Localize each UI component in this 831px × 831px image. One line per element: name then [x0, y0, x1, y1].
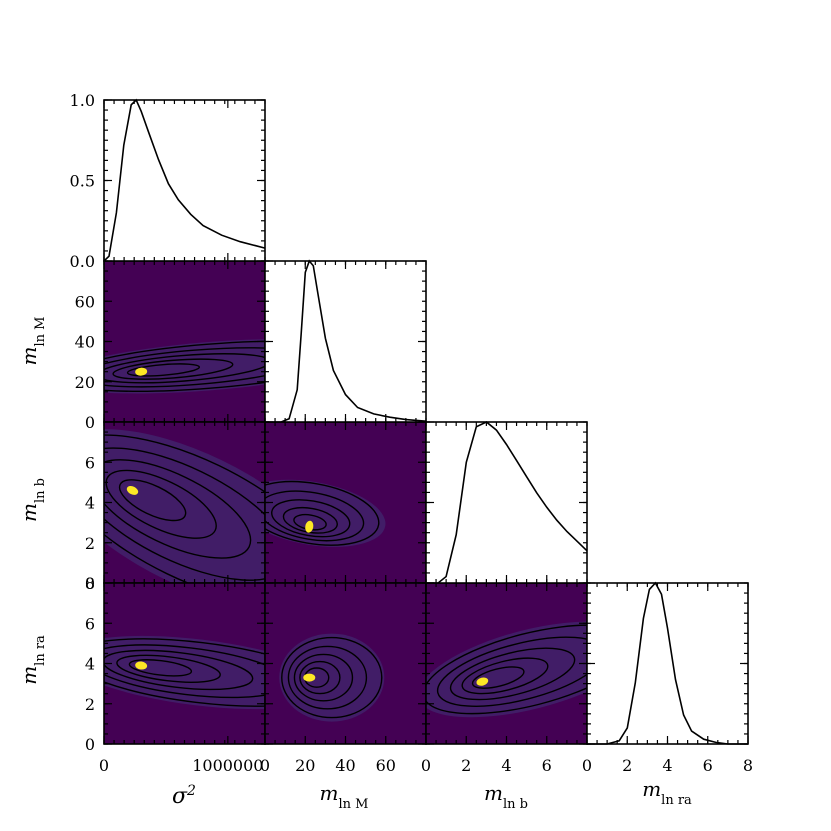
- joint-panel-sigma2-mlnra: [103, 582, 266, 745]
- marginal-curve-mlnb: [426, 421, 588, 584]
- density-background: [426, 583, 587, 744]
- y-tick-label: 20: [75, 373, 95, 392]
- panel-background: [265, 261, 426, 422]
- marginal-curve-mlnM: [265, 259, 427, 423]
- x-tick-label: 20: [295, 756, 315, 775]
- contour-level-1: [281, 636, 383, 719]
- density-background: [104, 261, 265, 422]
- joint-panel-mlnM-mlnra: [264, 582, 427, 745]
- marginal-panel-mlnM: [264, 259, 427, 423]
- marginal-panel-mlnra: [586, 581, 749, 745]
- density-haze: [279, 633, 385, 722]
- panel-background: [104, 100, 265, 261]
- contour-level-2: [104, 347, 265, 388]
- contour-level-3: [104, 649, 254, 691]
- contour-level-1: [104, 434, 265, 583]
- xlabel-mlnM: mln M: [320, 781, 369, 812]
- x-tick-label: 2: [622, 756, 632, 775]
- xlabel-sigma2: σ2: [172, 783, 196, 809]
- x-tick-label: 0: [99, 756, 109, 775]
- marginal-panel-mlnb: [425, 421, 588, 584]
- x-tick-label: 4: [501, 756, 511, 775]
- panel-background: [587, 583, 748, 744]
- y-tick-label: 6: [85, 453, 95, 472]
- x-tick-label: 40: [335, 756, 355, 775]
- y-tick-label: 0: [85, 574, 95, 593]
- y-tick-label: 60: [75, 292, 95, 311]
- y-tick-label: 0.5: [70, 172, 95, 191]
- y-tick-label: 0.0: [70, 252, 95, 271]
- contour-level-2: [104, 447, 265, 581]
- contour-level-1: [104, 340, 265, 392]
- contour-level-2: [287, 645, 368, 710]
- y-tick-label: 4: [85, 655, 95, 674]
- x-tick-label: 0: [421, 756, 431, 775]
- ylabel-mlnM: mln M: [17, 317, 48, 366]
- density-peak: [126, 485, 139, 495]
- contour-level-3: [293, 653, 354, 702]
- x-tick-label: 0: [582, 756, 592, 775]
- contour-level-3: [449, 647, 576, 701]
- contour-level-3: [104, 353, 265, 384]
- density-peak: [476, 677, 489, 686]
- contour-level-1: [426, 624, 587, 715]
- density-haze: [104, 429, 265, 583]
- xlabel-mlnra: mln ra: [642, 777, 692, 808]
- x-tick-label: 0: [260, 756, 270, 775]
- contour-level-5: [118, 479, 187, 522]
- x-tick-label: 60: [376, 756, 396, 775]
- contour-level-3: [104, 459, 252, 559]
- y-tick-label: 2: [85, 695, 95, 714]
- contour-level-5: [126, 363, 201, 377]
- x-tick-label: 4: [662, 756, 672, 775]
- density-peak: [305, 520, 314, 533]
- density-background: [104, 583, 265, 744]
- density-haze: [104, 339, 265, 394]
- contour-level-2: [436, 636, 587, 707]
- panel-background: [426, 422, 587, 583]
- contour-level-5: [471, 666, 525, 689]
- marginal-curve-sigma2: [103, 98, 266, 262]
- y-tick-label: 0: [85, 735, 95, 754]
- y-tick-label: 6: [85, 614, 95, 633]
- contour-level-1: [265, 480, 380, 546]
- density-peak: [135, 367, 148, 376]
- contour-level-2: [104, 644, 265, 699]
- contour-level-3: [271, 499, 351, 538]
- y-tick-label: 1.0: [70, 91, 95, 110]
- ylabel-mlnb: mln b: [17, 478, 48, 522]
- y-tick-label: 2: [85, 534, 95, 553]
- contour-level-5: [128, 659, 193, 677]
- contour-level-2: [265, 490, 365, 542]
- x-tick-label: 8: [743, 756, 753, 775]
- xlabel-mlnb: mln b: [484, 781, 528, 812]
- x-tick-label: 1000000: [192, 756, 263, 775]
- density-haze: [265, 479, 386, 547]
- contour-level-4: [461, 657, 549, 695]
- contour-level-4: [112, 358, 234, 380]
- y-tick-label: 8: [85, 574, 95, 593]
- contour-level-4: [105, 469, 217, 539]
- x-tick-label: 2: [461, 756, 471, 775]
- x-tick-label: 6: [703, 756, 713, 775]
- tick-marks: [103, 99, 749, 745]
- y-tick-label: 40: [75, 333, 95, 352]
- contour-level-4: [299, 660, 341, 695]
- marginal-panel-sigma2: [103, 98, 266, 262]
- y-tick-label: 0: [85, 413, 95, 432]
- contour-level-1: [104, 638, 265, 707]
- joint-panel-mlnM-mlnb: [264, 421, 427, 584]
- density-peak: [135, 661, 148, 670]
- ylabel-mlnra: mln ra: [17, 635, 48, 685]
- density-peak: [303, 673, 316, 682]
- y-tick-label: 4: [85, 494, 95, 513]
- contour-level-4: [116, 654, 221, 683]
- x-tick-label: 6: [542, 756, 552, 775]
